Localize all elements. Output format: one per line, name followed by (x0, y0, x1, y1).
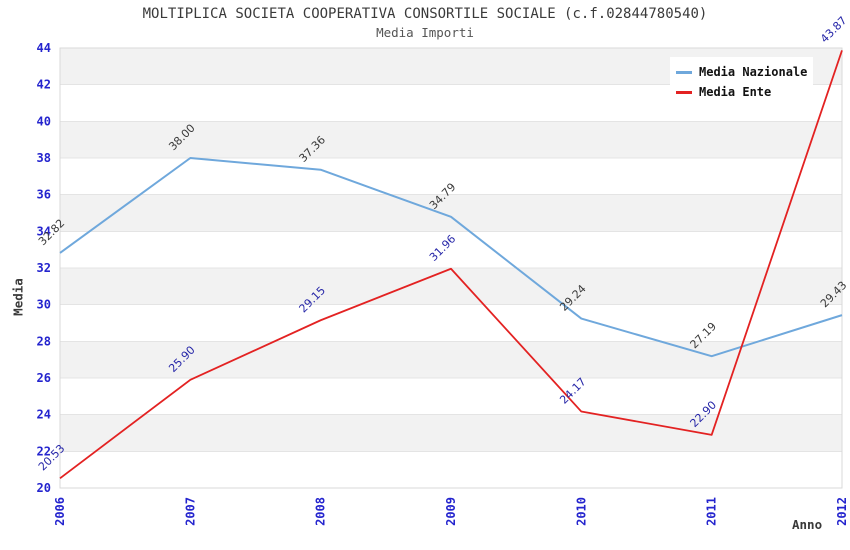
legend-swatch-media-nazionale-icon (676, 70, 692, 74)
plot-band (60, 451, 842, 488)
y-tick-label: 38 (37, 151, 51, 165)
legend-item-media-ente: Media Ente (676, 82, 807, 102)
plot-band (60, 121, 842, 158)
x-tick-label: 2006 (53, 497, 67, 526)
chart-subtitle: Media Importi (376, 25, 474, 40)
y-tick-label: 20 (37, 481, 51, 495)
x-axis-title: Anno (792, 517, 823, 532)
y-tick-label: 22 (37, 444, 51, 458)
plot-band (60, 158, 842, 195)
x-tick-label: 2007 (183, 497, 197, 526)
y-axis-title: Media (10, 278, 26, 316)
plot-band (60, 341, 842, 378)
chart-legend: Media Nazionale Media Ente (670, 57, 814, 107)
y-tick-label: 36 (37, 188, 51, 202)
plot-band (60, 268, 842, 305)
legend-item-media-nazionale: Media Nazionale (676, 62, 807, 82)
x-tick-label: 2012 (835, 497, 849, 526)
y-tick-label: 34 (37, 224, 51, 238)
legend-label-media-nazionale: Media Nazionale (699, 65, 808, 79)
series-line-media-nazionale (59, 157, 843, 358)
x-tick-label: 2010 (574, 497, 588, 526)
plot-border (59, 47, 843, 489)
y-tick-label: 42 (37, 78, 51, 92)
plot-band (60, 414, 842, 452)
chart-title: MOLTIPLICA SOCIETA COOPERATIVA CONSORTIL… (142, 6, 708, 22)
legend-label-media-ente: Media Ente (699, 85, 772, 99)
x-tick-label: 2008 (314, 497, 328, 526)
x-tick-label: 2011 (705, 497, 719, 526)
y-tick-label: 40 (37, 114, 51, 128)
y-tick-label: 30 (37, 298, 51, 312)
y-tick-label: 32 (37, 261, 51, 275)
data-label: 43.87 (818, 14, 849, 45)
plot-band (60, 231, 842, 268)
y-tick-label: 26 (37, 371, 51, 385)
series-line-media-ente (59, 50, 843, 480)
plot-band (60, 194, 842, 232)
x-tick-label: 2009 (444, 497, 458, 526)
y-tick-label: 28 (37, 334, 51, 348)
plot-band (60, 304, 842, 342)
plot-band (60, 378, 842, 415)
y-tick-label: 24 (37, 408, 51, 422)
legend-swatch-media-ente-icon (676, 90, 692, 94)
y-tick-label: 44 (37, 41, 51, 55)
